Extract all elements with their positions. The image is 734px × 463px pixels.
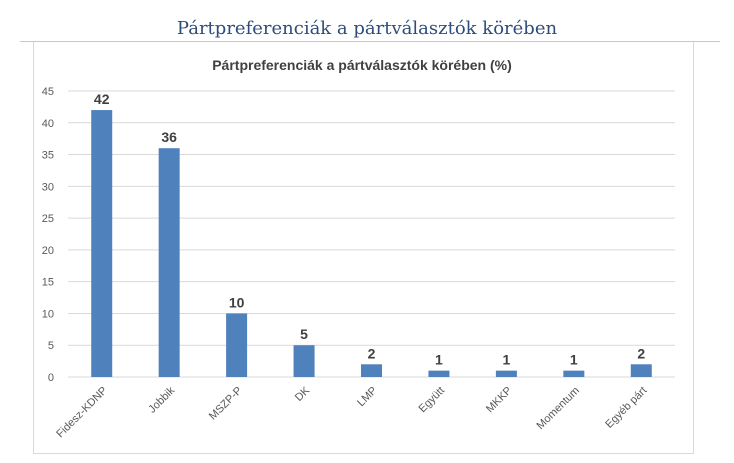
y-tick-label: 5 bbox=[48, 340, 54, 352]
x-tick-label: Momentum bbox=[535, 385, 582, 432]
bar bbox=[495, 370, 517, 377]
bar bbox=[226, 313, 248, 377]
y-tick-label: 30 bbox=[42, 181, 54, 193]
chart-frame bbox=[33, 42, 694, 454]
data-label: 1 bbox=[570, 352, 578, 368]
bar bbox=[361, 364, 382, 377]
x-tick-label: Jobbik bbox=[146, 384, 177, 415]
x-tick-label: Egyéb párt bbox=[603, 385, 649, 431]
data-label: 1 bbox=[502, 352, 510, 368]
y-tick-label: 35 bbox=[42, 150, 54, 162]
bar bbox=[630, 364, 652, 377]
y-tick-label: 40 bbox=[42, 118, 54, 130]
x-tick-label: MKKP bbox=[484, 385, 515, 416]
x-tick-label: MSZP-P bbox=[207, 385, 245, 423]
data-label: 42 bbox=[94, 91, 110, 107]
bar bbox=[428, 370, 450, 377]
page-title: Pártpreferenciák a pártválasztók körében bbox=[176, 18, 558, 39]
bar bbox=[563, 370, 585, 377]
data-label: 5 bbox=[300, 326, 308, 342]
x-tick-label: Fidesz-KDNP bbox=[54, 385, 110, 441]
y-tick-label: 45 bbox=[42, 86, 54, 98]
y-tick-label: 25 bbox=[42, 213, 54, 225]
y-tick-label: 10 bbox=[42, 308, 54, 320]
data-label: 1 bbox=[435, 352, 443, 368]
data-label: 2 bbox=[368, 345, 376, 361]
x-tick-label: Együtt bbox=[417, 385, 448, 416]
y-tick-label: 0 bbox=[48, 372, 54, 384]
x-tick-label: LMP bbox=[355, 385, 379, 409]
chart-title: Pártpreferenciák a pártválasztók körében… bbox=[212, 57, 512, 73]
bar bbox=[91, 110, 113, 378]
data-label: 2 bbox=[637, 345, 645, 361]
title-divider bbox=[20, 41, 720, 42]
bar bbox=[293, 345, 315, 377]
data-label: 36 bbox=[161, 129, 177, 145]
x-tick-label: DK bbox=[293, 384, 313, 404]
y-tick-label: 20 bbox=[42, 245, 54, 257]
data-label: 10 bbox=[229, 294, 245, 310]
y-tick-label: 15 bbox=[42, 277, 54, 289]
bar bbox=[158, 148, 180, 377]
